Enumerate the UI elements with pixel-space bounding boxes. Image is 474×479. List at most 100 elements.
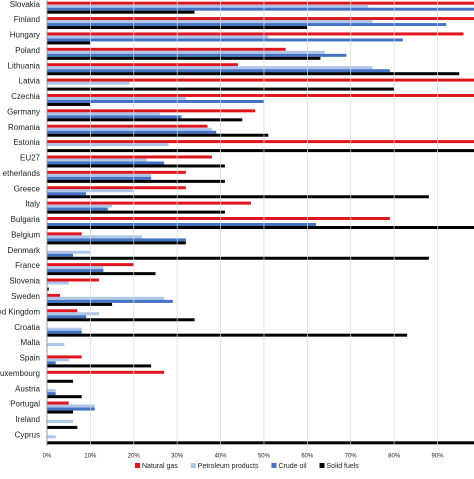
x-tick-label: 70% xyxy=(345,454,358,460)
x-tick-label: 90% xyxy=(432,454,445,460)
bar xyxy=(47,201,251,205)
bar xyxy=(47,379,74,383)
y-tick-label: Cyprus xyxy=(15,430,40,439)
bar xyxy=(47,170,186,174)
x-tick-label: 20% xyxy=(128,454,141,460)
y-tick-label: Croatia xyxy=(14,323,40,332)
bar xyxy=(47,293,61,297)
bar xyxy=(47,333,408,337)
bar xyxy=(47,109,256,113)
legend-swatch xyxy=(319,463,325,468)
bar xyxy=(47,204,113,208)
bar xyxy=(47,302,113,306)
bar xyxy=(47,115,182,119)
y-tick-label: EU27 xyxy=(20,154,41,163)
bar xyxy=(47,179,225,183)
y-tick-label: Hungary xyxy=(10,31,40,40)
legend-label: Petroleum products xyxy=(198,463,259,470)
bar xyxy=(47,99,264,103)
legend-swatch xyxy=(271,463,277,468)
bar xyxy=(47,41,91,45)
bar xyxy=(47,250,91,254)
bar xyxy=(47,315,87,319)
bar xyxy=(47,253,74,257)
bar xyxy=(47,343,65,347)
bar xyxy=(47,130,217,134)
bar xyxy=(47,309,78,313)
bar xyxy=(47,217,390,220)
y-tick-label: Austria xyxy=(15,384,40,393)
y-tick-label: etherlands xyxy=(3,169,40,178)
x-tick-label: 60% xyxy=(301,454,314,460)
bar xyxy=(47,410,74,414)
y-tick-label: Latvia xyxy=(19,77,41,86)
bar xyxy=(47,161,165,165)
bar xyxy=(47,287,49,291)
y-tick-label: Ireland xyxy=(16,415,40,424)
y-tick-label: Germany xyxy=(7,107,40,116)
legend-label: Solid fuels xyxy=(327,463,360,470)
y-tick-label: Spain xyxy=(20,354,40,363)
bar xyxy=(47,158,147,162)
bar xyxy=(47,266,104,270)
x-tick-label: 0% xyxy=(43,454,52,460)
bar xyxy=(47,226,474,229)
bar xyxy=(47,318,195,322)
x-tick-label: 80% xyxy=(388,454,401,460)
y-tick-label: Malta xyxy=(20,338,40,347)
y-tick-label: Czechia xyxy=(11,92,40,101)
bar xyxy=(47,47,286,51)
y-tick-label: Belgium xyxy=(11,230,40,239)
bar xyxy=(47,370,165,374)
bar xyxy=(47,419,74,423)
bar xyxy=(47,112,160,116)
bar xyxy=(47,395,82,399)
bar xyxy=(47,69,390,73)
bar xyxy=(47,312,100,316)
bar xyxy=(47,404,95,408)
bar xyxy=(47,272,156,276)
bar xyxy=(47,281,69,285)
y-tick-label: Bulgaria xyxy=(11,215,41,224)
bar xyxy=(47,207,108,211)
bar xyxy=(47,364,152,368)
y-tick-label: Poland xyxy=(15,46,40,55)
bar xyxy=(47,38,403,42)
bar xyxy=(47,210,225,214)
y-tick-label: Lithuania xyxy=(8,61,41,70)
bar xyxy=(47,192,87,196)
bar xyxy=(47,63,238,67)
bar xyxy=(47,361,56,365)
bar xyxy=(47,173,152,177)
bar xyxy=(47,296,165,300)
bar xyxy=(47,241,186,245)
bar xyxy=(47,407,95,411)
bar xyxy=(47,256,429,260)
y-tick-label: Denmark xyxy=(8,246,41,255)
bar xyxy=(47,102,91,106)
bar xyxy=(47,93,474,97)
y-tick-label: Slovenia xyxy=(9,277,40,286)
y-tick-label: Romania xyxy=(8,123,41,132)
bar xyxy=(47,124,208,128)
bar xyxy=(47,23,447,27)
y-tick-label: ed Kingdom xyxy=(0,307,40,316)
y-tick-label: Portugal xyxy=(10,400,40,409)
y-tick-label: uxembourg xyxy=(0,369,40,378)
bar xyxy=(47,401,69,405)
bar xyxy=(47,392,56,396)
y-tick-label: Estonia xyxy=(13,138,40,147)
bar xyxy=(47,96,186,100)
bar xyxy=(47,155,212,159)
bar xyxy=(47,330,82,334)
bar xyxy=(47,223,317,226)
y-tick-label: Finland xyxy=(14,15,40,24)
legend-swatch xyxy=(190,463,196,468)
bar xyxy=(47,133,269,137)
bar xyxy=(47,149,474,153)
y-tick-label: Sweden xyxy=(11,292,40,301)
bar xyxy=(47,176,152,180)
bar xyxy=(47,140,474,144)
bar xyxy=(47,56,321,60)
